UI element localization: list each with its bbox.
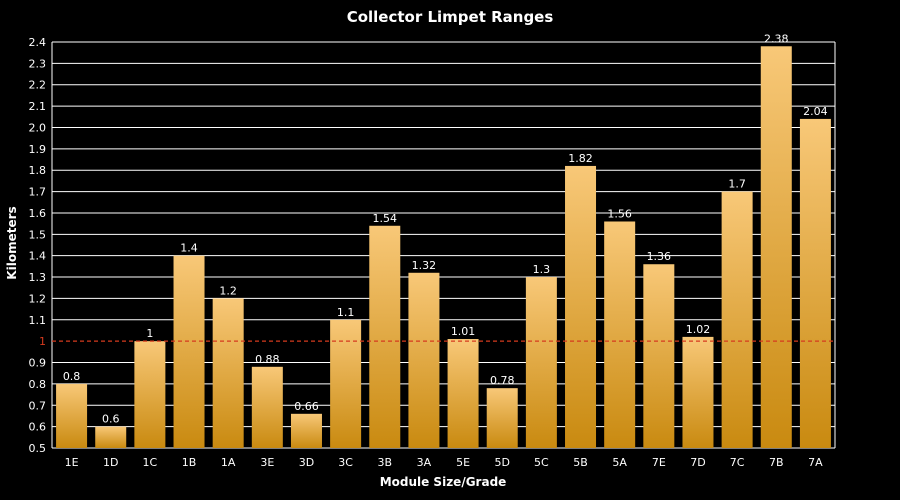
bar-value-label: 1.36 xyxy=(647,250,672,263)
bar xyxy=(486,388,518,448)
x-tick-label: 3B xyxy=(378,456,393,469)
bar-value-label: 2.04 xyxy=(803,105,828,118)
bar-value-label: 0.78 xyxy=(490,374,515,387)
chart-title: Collector Limpet Ranges xyxy=(346,8,554,26)
bar xyxy=(604,221,636,448)
bar-value-label: 0.66 xyxy=(294,400,319,413)
y-tick-label: 2.1 xyxy=(29,100,47,113)
x-tick-label: 5B xyxy=(573,456,588,469)
x-tick-label: 5C xyxy=(534,456,549,469)
bar xyxy=(369,225,401,448)
x-tick-label: 1A xyxy=(221,456,236,469)
x-tick-label: 1D xyxy=(103,456,118,469)
y-tick-label: 2.3 xyxy=(29,57,47,70)
bar-value-label: 1.01 xyxy=(451,325,476,338)
bar-value-label: 1.82 xyxy=(568,152,593,165)
y-tick-label: 2.2 xyxy=(29,79,47,92)
bar xyxy=(760,46,792,449)
y-tick-label: 0.9 xyxy=(29,357,47,370)
x-axis-title: Module Size/Grade xyxy=(379,475,507,489)
x-tick-label: 1C xyxy=(143,456,158,469)
bar-value-label: 0.8 xyxy=(63,370,81,383)
bar-value-label: 0.6 xyxy=(102,413,120,426)
bar-value-label: 1.1 xyxy=(337,306,355,319)
y-tick-label: 0.6 xyxy=(29,421,47,434)
y-tick-label: 1 xyxy=(39,335,46,348)
y-tick-label: 1.7 xyxy=(29,186,47,199)
y-tick-label: 1.5 xyxy=(29,228,47,241)
bar-value-label: 1.32 xyxy=(412,259,437,272)
bar-value-label: 1.02 xyxy=(686,323,711,336)
y-tick-label: 1.8 xyxy=(29,164,47,177)
y-tick-label: 0.7 xyxy=(29,399,47,412)
bar xyxy=(251,366,283,448)
y-tick-label: 0.8 xyxy=(29,378,47,391)
bar xyxy=(447,339,479,448)
x-tick-label: 5E xyxy=(456,456,470,469)
bar xyxy=(565,165,597,449)
bar xyxy=(682,336,714,448)
y-tick-label: 1.4 xyxy=(29,250,47,263)
bar-value-label: 1 xyxy=(146,327,153,340)
y-tick-label: 1.1 xyxy=(29,314,47,327)
y-tick-label: 2.4 xyxy=(29,36,47,49)
x-tick-label: 3D xyxy=(299,456,314,469)
x-tick-label: 3C xyxy=(338,456,353,469)
x-tick-label: 7B xyxy=(769,456,784,469)
x-tick-label: 1E xyxy=(65,456,79,469)
bar-value-label: 1.2 xyxy=(219,284,237,297)
bar-value-label: 1.4 xyxy=(180,242,198,255)
bar xyxy=(799,118,831,448)
bar xyxy=(134,341,166,448)
y-tick-label: 1.2 xyxy=(29,292,47,305)
bar-value-label: 1.3 xyxy=(533,263,551,276)
bar-value-label: 1.56 xyxy=(607,207,632,220)
y-tick-label: 1.3 xyxy=(29,271,47,284)
x-tick-label: 7E xyxy=(652,456,666,469)
bar-value-label: 1.7 xyxy=(728,178,746,191)
y-tick-label: 0.5 xyxy=(29,442,47,455)
bar xyxy=(643,264,675,448)
x-tick-label: 7D xyxy=(690,456,705,469)
x-tick-label: 5A xyxy=(612,456,627,469)
bar xyxy=(290,413,322,448)
x-tick-label: 3E xyxy=(260,456,274,469)
bar xyxy=(525,277,557,448)
bar-value-label: 1.54 xyxy=(373,212,398,225)
bar xyxy=(173,255,205,448)
y-tick-label: 1.6 xyxy=(29,207,47,220)
x-tick-label: 1B xyxy=(182,456,197,469)
bar xyxy=(408,272,440,448)
bar xyxy=(95,426,127,448)
bar xyxy=(212,298,244,448)
x-tick-label: 3A xyxy=(417,456,432,469)
x-tick-label: 5D xyxy=(494,456,509,469)
y-tick-label: 1.9 xyxy=(29,143,47,156)
bar xyxy=(330,319,362,448)
bar xyxy=(56,383,88,448)
bar-value-label: 2.38 xyxy=(764,32,789,45)
bar xyxy=(721,191,753,448)
x-tick-label: 7C xyxy=(730,456,745,469)
y-tick-label: 2.0 xyxy=(29,121,47,134)
bar-value-label: 0.88 xyxy=(255,353,280,366)
x-tick-label: 7A xyxy=(808,456,823,469)
